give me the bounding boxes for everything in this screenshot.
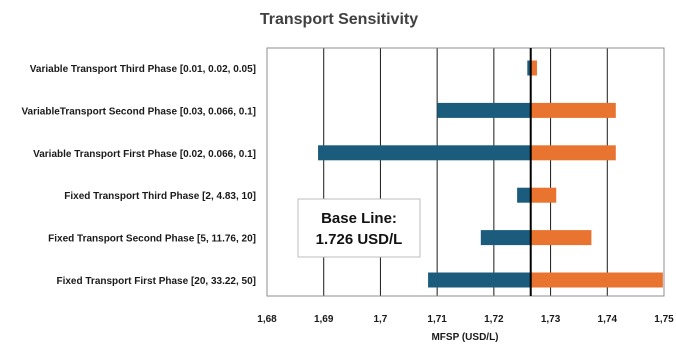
bars xyxy=(318,60,663,288)
bar-high xyxy=(530,60,537,76)
x-tick-label: 1,75 xyxy=(654,314,674,325)
bar-low xyxy=(527,60,531,76)
bar-low xyxy=(437,102,531,118)
annotation-line1: Base Line: xyxy=(321,210,397,227)
bar-low xyxy=(318,145,531,161)
chart-title: Transport Sensitivity xyxy=(260,11,418,28)
category-labels: Variable Transport Third Phase [0.01, 0.… xyxy=(21,64,256,287)
bar-low xyxy=(517,187,531,203)
bar-low xyxy=(428,272,531,288)
x-tick-label: 1,72 xyxy=(484,314,504,325)
grid-lines xyxy=(266,48,665,296)
x-tick-label: 1,74 xyxy=(598,314,618,325)
x-tick-label: 1,68 xyxy=(257,314,277,325)
annotation-line2: 1.726 USD/L xyxy=(316,231,403,248)
bar-high xyxy=(530,187,557,203)
bar-high xyxy=(530,102,616,118)
bar-high xyxy=(530,145,616,161)
x-tick-label: 1,73 xyxy=(541,314,561,325)
category-label: Fixed Transport Second Phase [5, 11.76, … xyxy=(48,234,256,245)
plot-frame xyxy=(266,47,665,297)
category-label: Fixed Transport Third Phase [2, 4.83, 10… xyxy=(64,191,256,202)
bar-low xyxy=(480,230,531,246)
category-label: Variable Transport Third Phase [0.01, 0.… xyxy=(30,64,256,75)
category-label: Variable Transport First Phase [0.02, 0.… xyxy=(33,149,256,160)
x-tick-labels: 1,68 1,69 1,7 1,71 1,72 1,73 1,74 1,75 xyxy=(257,314,674,325)
x-axis-title: MFSP (USD/L) xyxy=(431,332,498,343)
x-tick-label: 1,7 xyxy=(373,314,387,325)
annotation-box xyxy=(297,198,421,258)
x-tick-label: 1,71 xyxy=(427,314,447,325)
bar-high xyxy=(530,272,663,288)
baseline-annotation: Base Line: 1.726 USD/L xyxy=(297,198,421,258)
category-label: Fixed Transport First Phase [20, 33.22, … xyxy=(56,276,256,287)
bar-high xyxy=(530,230,592,246)
category-label: VariableTransport Second Phase [0.03, 0.… xyxy=(21,106,256,117)
x-tick-label: 1,69 xyxy=(314,314,334,325)
